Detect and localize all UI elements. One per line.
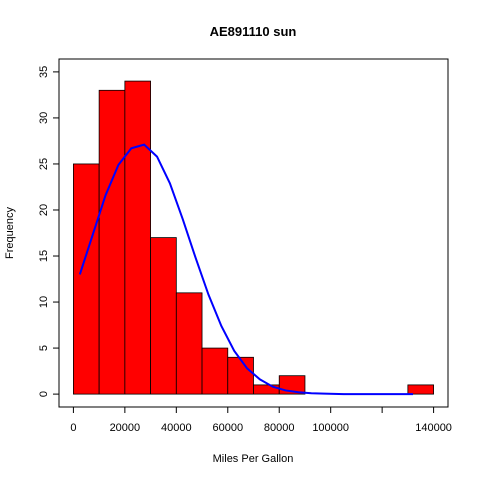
- histogram-bar: [407, 384, 434, 395]
- y-tick-label: 20: [38, 204, 50, 216]
- normal-curve: [78, 143, 414, 396]
- x-tick-label: 20000: [110, 422, 141, 434]
- histogram-bar: [73, 163, 100, 395]
- histogram-bar: [150, 237, 177, 395]
- histogram-bar: [227, 356, 254, 395]
- y-tick-label: 10: [38, 296, 50, 308]
- y-axis-label: Frequency: [4, 207, 16, 259]
- histogram-bars: [73, 80, 434, 395]
- x-tick-label: 0: [70, 422, 76, 434]
- histogram-bar: [98, 89, 126, 395]
- y-tick-label: 25: [38, 158, 50, 170]
- x-tick-label: 80000: [264, 422, 295, 434]
- density-curve-line: [78, 143, 414, 396]
- histogram-bar: [124, 80, 151, 395]
- x-tick-label: 40000: [161, 422, 192, 434]
- x-tick-label: 60000: [212, 422, 243, 434]
- histogram-bar: [253, 384, 280, 395]
- y-tick-label: 30: [38, 112, 50, 124]
- chart-title: AE891110 sun: [210, 24, 297, 39]
- histogram-bar: [175, 292, 203, 395]
- y-tick-label: 0: [38, 391, 50, 397]
- y-tick-label: 5: [38, 345, 50, 351]
- x-tick-label: 140000: [415, 422, 452, 434]
- histogram-bar: [201, 347, 229, 395]
- x-axis: 0 20000 40000 60000 80000 100000 140000: [70, 406, 452, 434]
- x-tick-label: 100000: [312, 422, 349, 434]
- y-tick-label: 35: [38, 66, 50, 78]
- y-tick-label: 15: [38, 250, 50, 262]
- y-axis: 0 5 10 15 20 25 30 35: [38, 66, 60, 397]
- x-axis-label: Miles Per Gallon: [213, 453, 294, 465]
